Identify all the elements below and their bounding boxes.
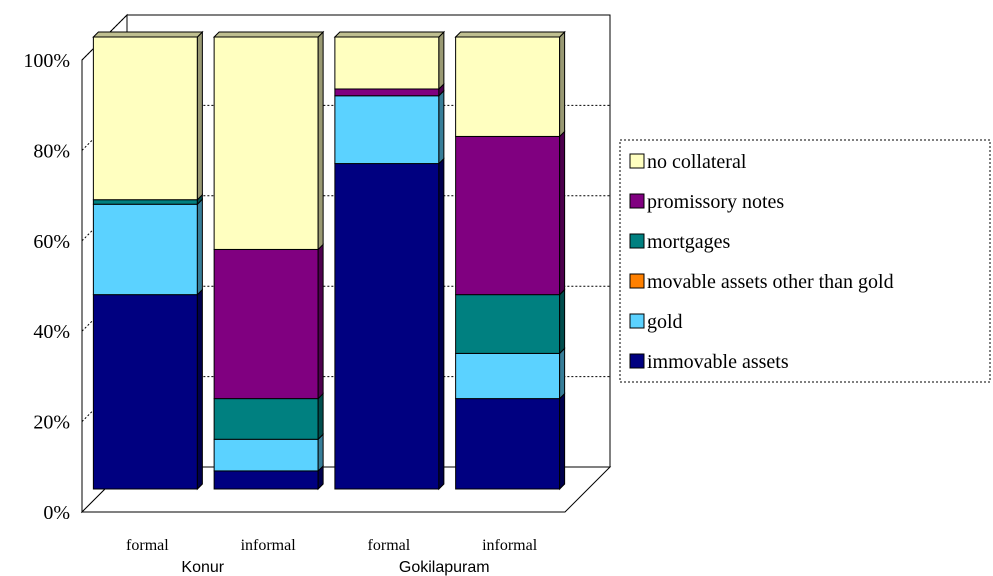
segment-immovable-assets-side [559, 392, 566, 491]
segment-no-collateral-side [559, 30, 566, 138]
y-tick-label: 20% [33, 412, 70, 434]
segment-no-collateral [455, 36, 561, 137]
segment-promissory-notes [455, 135, 561, 296]
segment-promissory-notes-side [317, 243, 324, 400]
bar-informal-1 [212, 30, 325, 491]
segment-gold [455, 352, 561, 400]
group-label: Konur [181, 559, 224, 576]
segment-immovable-assets-side [196, 288, 203, 491]
segment-mortgages [455, 294, 561, 354]
segment-gold [334, 95, 440, 165]
segment-gold-side [317, 433, 324, 473]
segment-mortgages [92, 199, 198, 205]
segment-promissory-notes-side [559, 130, 566, 296]
segment-mortgages [213, 398, 319, 440]
x-tick-label: informal [482, 537, 538, 554]
segment-no-collateral-side [317, 30, 324, 251]
bar-formal-2 [333, 30, 446, 491]
bar-top [454, 31, 566, 38]
legend-item-mortgages: mortgages [629, 231, 731, 253]
legend-item-promissory-notes: promissory notes [629, 191, 784, 213]
segment-gold-side [196, 198, 203, 296]
legend-swatch [629, 273, 645, 289]
legend-label: gold [647, 311, 683, 333]
segment-gold [92, 203, 198, 296]
segment-immovable-assets [455, 398, 561, 490]
y-tick-label: 60% [33, 231, 70, 253]
bar-formal-0 [92, 30, 204, 491]
bar-top [212, 31, 325, 38]
legend-label: mortgages [647, 231, 731, 253]
legend-label: no collateral [647, 151, 747, 173]
legend-swatch [629, 313, 645, 329]
segment-no-collateral [334, 36, 440, 90]
legend-item-no-collateral: no collateral [629, 151, 747, 173]
x-axis-labels: formal informal formal informal Konur Gokilap… [126, 537, 538, 576]
bar-informal-3 [454, 30, 566, 491]
segment-gold-side [438, 89, 445, 165]
legend-swatch [629, 193, 645, 209]
x-tick-label: formal [126, 537, 169, 554]
legend: no collateral promissory notes mortgages mo… [619, 139, 991, 383]
segment-immovable-assets [213, 470, 319, 490]
segment-no-collateral [213, 36, 319, 250]
segment-mortgages-side [317, 392, 324, 441]
y-axis: 0% 20% 40% 60% 80% 100% [23, 50, 70, 524]
legend-box [619, 139, 991, 383]
segment-gold-side [559, 347, 566, 400]
legend-label: movable assets other than gold [647, 271, 894, 293]
legend-item-movable-assets-other-than-gold: movable assets other than gold [629, 271, 894, 293]
chart-bars [92, 30, 566, 491]
x-tick-label: informal [241, 537, 297, 554]
legend-swatch [629, 353, 645, 369]
segment-immovable-assets-side [438, 157, 445, 491]
legend-item-gold: gold [629, 311, 683, 333]
segment-gold [213, 438, 319, 472]
bar-top [333, 31, 446, 38]
segment-no-collateral-side [196, 30, 203, 201]
segment-immovable-assets [334, 163, 440, 490]
legend-label: immovable assets [647, 351, 789, 373]
bar-top [92, 31, 204, 38]
y-tick-label: 0% [43, 502, 70, 524]
group-label: Gokilapuram [399, 559, 490, 576]
segment-no-collateral [92, 36, 198, 201]
legend-swatch [629, 153, 645, 169]
x-tick-label: formal [368, 537, 411, 554]
segment-no-collateral-side [438, 30, 445, 91]
segment-promissory-notes [213, 248, 319, 400]
y-tick-label: 100% [23, 50, 70, 72]
y-tick-label: 40% [33, 321, 70, 343]
segment-promissory-notes [334, 88, 440, 97]
y-tick-label: 80% [33, 140, 70, 162]
legend-swatch [629, 233, 645, 249]
segment-mortgages-side [559, 288, 566, 355]
segment-immovable-assets [92, 294, 198, 490]
legend-label: promissory notes [647, 191, 784, 213]
legend-item-immovable-assets: immovable assets [629, 351, 789, 373]
